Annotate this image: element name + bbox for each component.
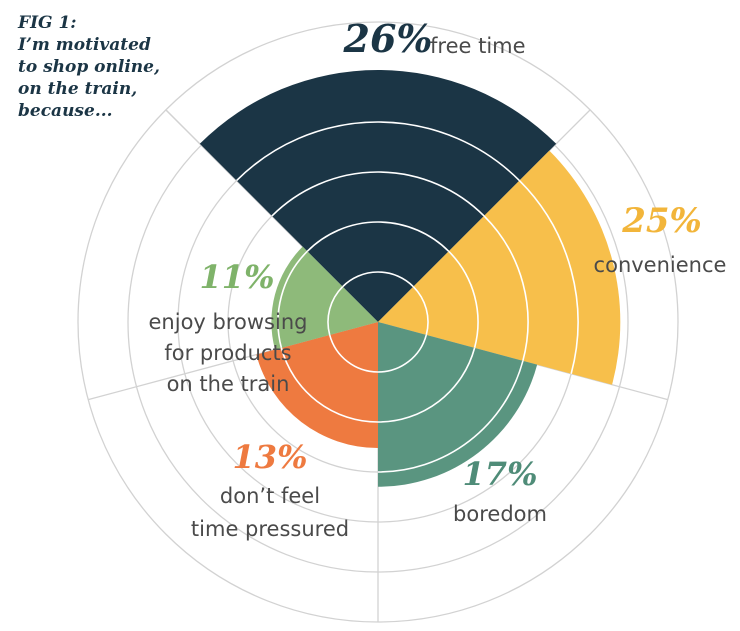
figure-title-line-2: I’m motivated	[18, 35, 151, 55]
segment-ring-convenience	[518, 180, 579, 374]
segment-ring-free_time	[306, 221, 450, 252]
category-label-boredom: boredom	[453, 502, 547, 526]
segment-ring-convenience	[412, 286, 429, 336]
category-label-time_pressured: don’t feel	[220, 484, 320, 508]
figure-title-line-3: to shop online,	[18, 57, 160, 77]
segment-ring-time_pressured	[328, 334, 379, 373]
category-label-browsing: for products	[164, 341, 291, 365]
segment-ring-free_time	[271, 171, 485, 217]
category-label-browsing: enjoy browsing	[149, 310, 308, 334]
segment-ring-browsing	[277, 250, 308, 349]
value-label-boredom: 17%	[463, 455, 538, 493]
value-label-convenience: 25%	[621, 201, 702, 241]
segment-ring-boredom	[377, 334, 428, 373]
segment-ring-boredom	[377, 347, 476, 423]
category-label-convenience: convenience	[594, 253, 727, 277]
figure-title-line-4: on the train,	[18, 79, 138, 99]
category-label-free_time: free time	[430, 34, 526, 58]
labels: 26%free time 25% convenience 17% boredom 13% d…	[149, 16, 727, 541]
segment-ring-free_time	[342, 271, 414, 288]
value-label-free_time: 26%	[343, 16, 433, 61]
segment-ring-convenience	[483, 215, 529, 362]
segments	[199, 70, 621, 487]
figure-title-line-5: because...	[18, 101, 113, 121]
figure-title: FIG 1: I’m motivated to shop online, on …	[18, 12, 218, 122]
figure-title-line-1: FIG 1:	[18, 13, 77, 33]
segment-boredom	[378, 322, 538, 487]
segment-time_pressured	[256, 322, 378, 448]
segment-free_time	[199, 70, 557, 322]
segment-ring-time_pressured	[280, 347, 379, 423]
value-label-time_pressured: 13%	[233, 438, 308, 476]
segment-ring-convenience	[448, 250, 479, 349]
segment-convenience	[378, 150, 621, 385]
segment-ring-boredom	[377, 360, 524, 473]
segment-ring-browsing	[327, 286, 344, 336]
category-label-time_pressured: time pressured	[191, 517, 349, 541]
value-label-browsing: 11%	[200, 258, 275, 296]
segment-browsing	[271, 246, 378, 350]
segment-ring-free_time	[236, 121, 520, 182]
category-label-browsing: on the train	[167, 372, 290, 396]
